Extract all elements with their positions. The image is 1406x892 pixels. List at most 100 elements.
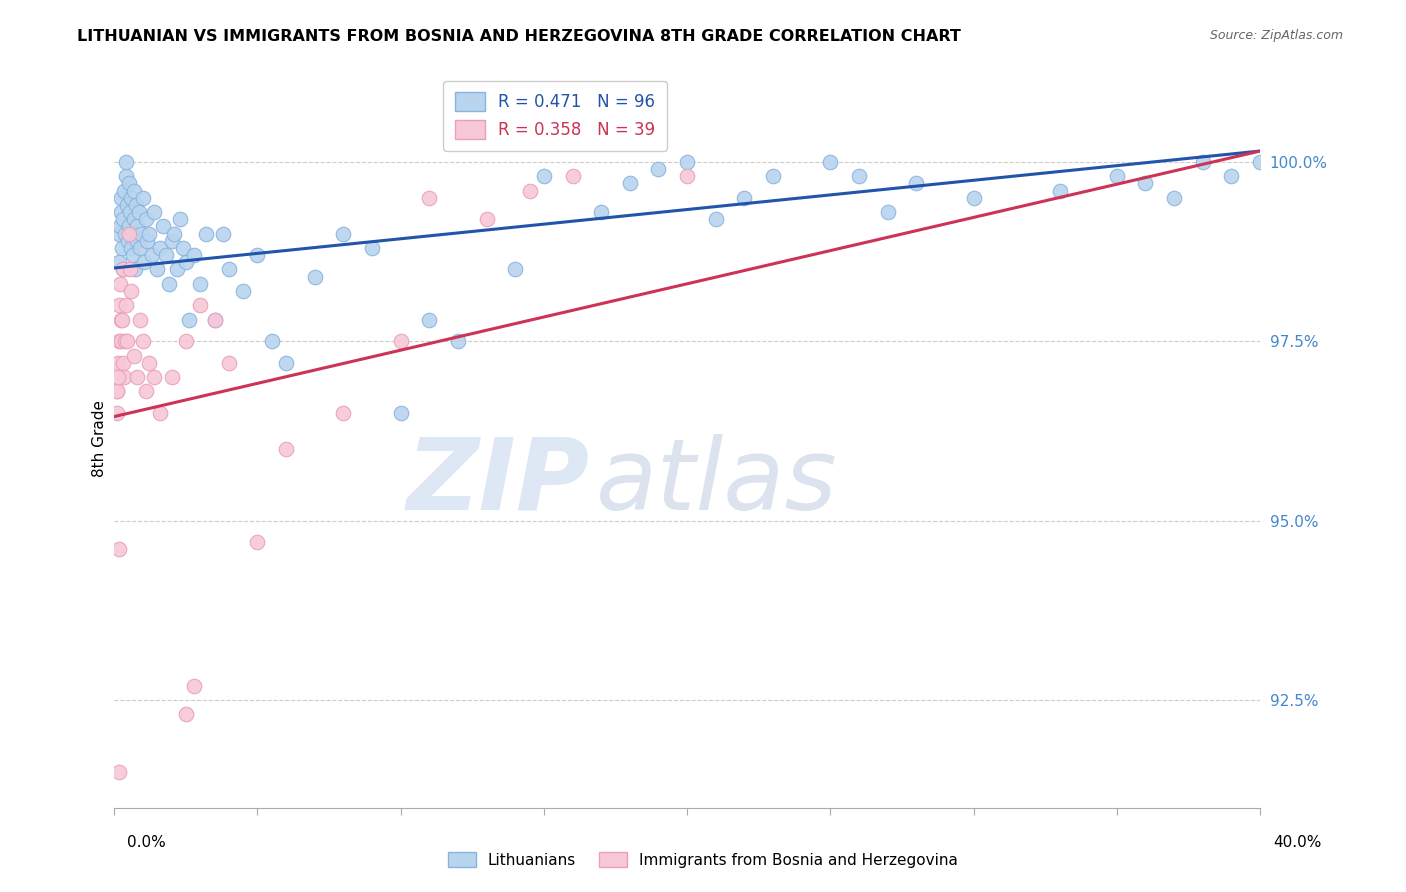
Legend: Lithuanians, Immigrants from Bosnia and Herzegovina: Lithuanians, Immigrants from Bosnia and … [441, 846, 965, 873]
Point [146, 262, 169, 277]
Point [204, 312, 226, 326]
Point [138, 227, 160, 241]
Point [149, 241, 172, 255]
Text: ZIP: ZIP [406, 434, 589, 531]
Point [115, 334, 138, 349]
Point [848, 169, 870, 183]
Point [125, 234, 148, 248]
Point [131, 227, 153, 241]
Point [111, 212, 134, 227]
Point [246, 248, 269, 262]
Point [246, 535, 269, 549]
Point [172, 241, 194, 255]
Point [108, 298, 131, 312]
Point [533, 169, 555, 183]
Point [194, 227, 217, 241]
Point [143, 205, 166, 219]
Point [136, 234, 159, 248]
Point [107, 764, 129, 779]
Point [108, 227, 131, 241]
Point [111, 312, 134, 326]
Point [820, 154, 842, 169]
Point [110, 312, 132, 326]
Point [105, 384, 128, 399]
Point [115, 198, 138, 212]
Point [110, 334, 132, 349]
Point [304, 269, 326, 284]
Point [418, 191, 440, 205]
Point [1163, 191, 1185, 205]
Point [475, 212, 498, 227]
Point [166, 262, 188, 277]
Point [107, 334, 129, 349]
Point [962, 191, 984, 205]
Point [174, 255, 197, 269]
Point [107, 356, 129, 370]
Point [212, 227, 235, 241]
Point [619, 177, 641, 191]
Point [1105, 169, 1128, 183]
Text: 0.0%: 0.0% [127, 835, 166, 849]
Point [143, 370, 166, 384]
Point [132, 191, 155, 205]
Point [108, 542, 131, 557]
Point [418, 312, 440, 326]
Point [110, 191, 132, 205]
Point [120, 191, 142, 205]
Point [177, 312, 200, 326]
Point [163, 227, 186, 241]
Point [733, 191, 755, 205]
Point [132, 334, 155, 349]
Point [122, 212, 145, 227]
Point [876, 205, 898, 219]
Point [112, 184, 135, 198]
Point [112, 262, 135, 277]
Point [276, 356, 298, 370]
Point [120, 284, 142, 298]
Point [134, 255, 156, 269]
Point [647, 161, 669, 176]
Text: Source: ZipAtlas.com: Source: ZipAtlas.com [1209, 29, 1343, 42]
Point [115, 154, 138, 169]
Point [128, 205, 150, 219]
Point [114, 169, 136, 183]
Point [118, 262, 141, 277]
Point [111, 241, 134, 255]
Point [117, 234, 139, 248]
Point [174, 334, 197, 349]
Point [519, 184, 541, 198]
Point [704, 212, 727, 227]
Point [152, 219, 174, 234]
Point [114, 334, 136, 349]
Point [112, 262, 135, 277]
Point [122, 248, 145, 262]
Point [124, 184, 146, 198]
Legend: R = 0.471   N = 96, R = 0.358   N = 39: R = 0.471 N = 96, R = 0.358 N = 39 [443, 80, 668, 151]
Point [183, 679, 205, 693]
Text: LITHUANIAN VS IMMIGRANTS FROM BOSNIA AND HERZEGOVINA 8TH GRADE CORRELATION CHART: LITHUANIAN VS IMMIGRANTS FROM BOSNIA AND… [77, 29, 962, 44]
Point [127, 219, 149, 234]
Point [117, 227, 139, 241]
Point [218, 262, 240, 277]
Point [332, 406, 354, 420]
Point [141, 248, 163, 262]
Point [135, 212, 157, 227]
Point [108, 219, 131, 234]
Point [129, 241, 152, 255]
Point [105, 406, 128, 420]
Point [157, 277, 180, 291]
Point [111, 356, 134, 370]
Point [138, 356, 160, 370]
Point [204, 312, 226, 326]
Y-axis label: 8th Grade: 8th Grade [93, 400, 107, 476]
Point [676, 154, 699, 169]
Point [121, 227, 143, 241]
Point [503, 262, 526, 277]
Point [112, 370, 135, 384]
Point [1049, 184, 1071, 198]
Point [591, 205, 613, 219]
Point [125, 198, 148, 212]
Point [118, 205, 141, 219]
Point [260, 334, 283, 349]
Point [114, 227, 136, 241]
